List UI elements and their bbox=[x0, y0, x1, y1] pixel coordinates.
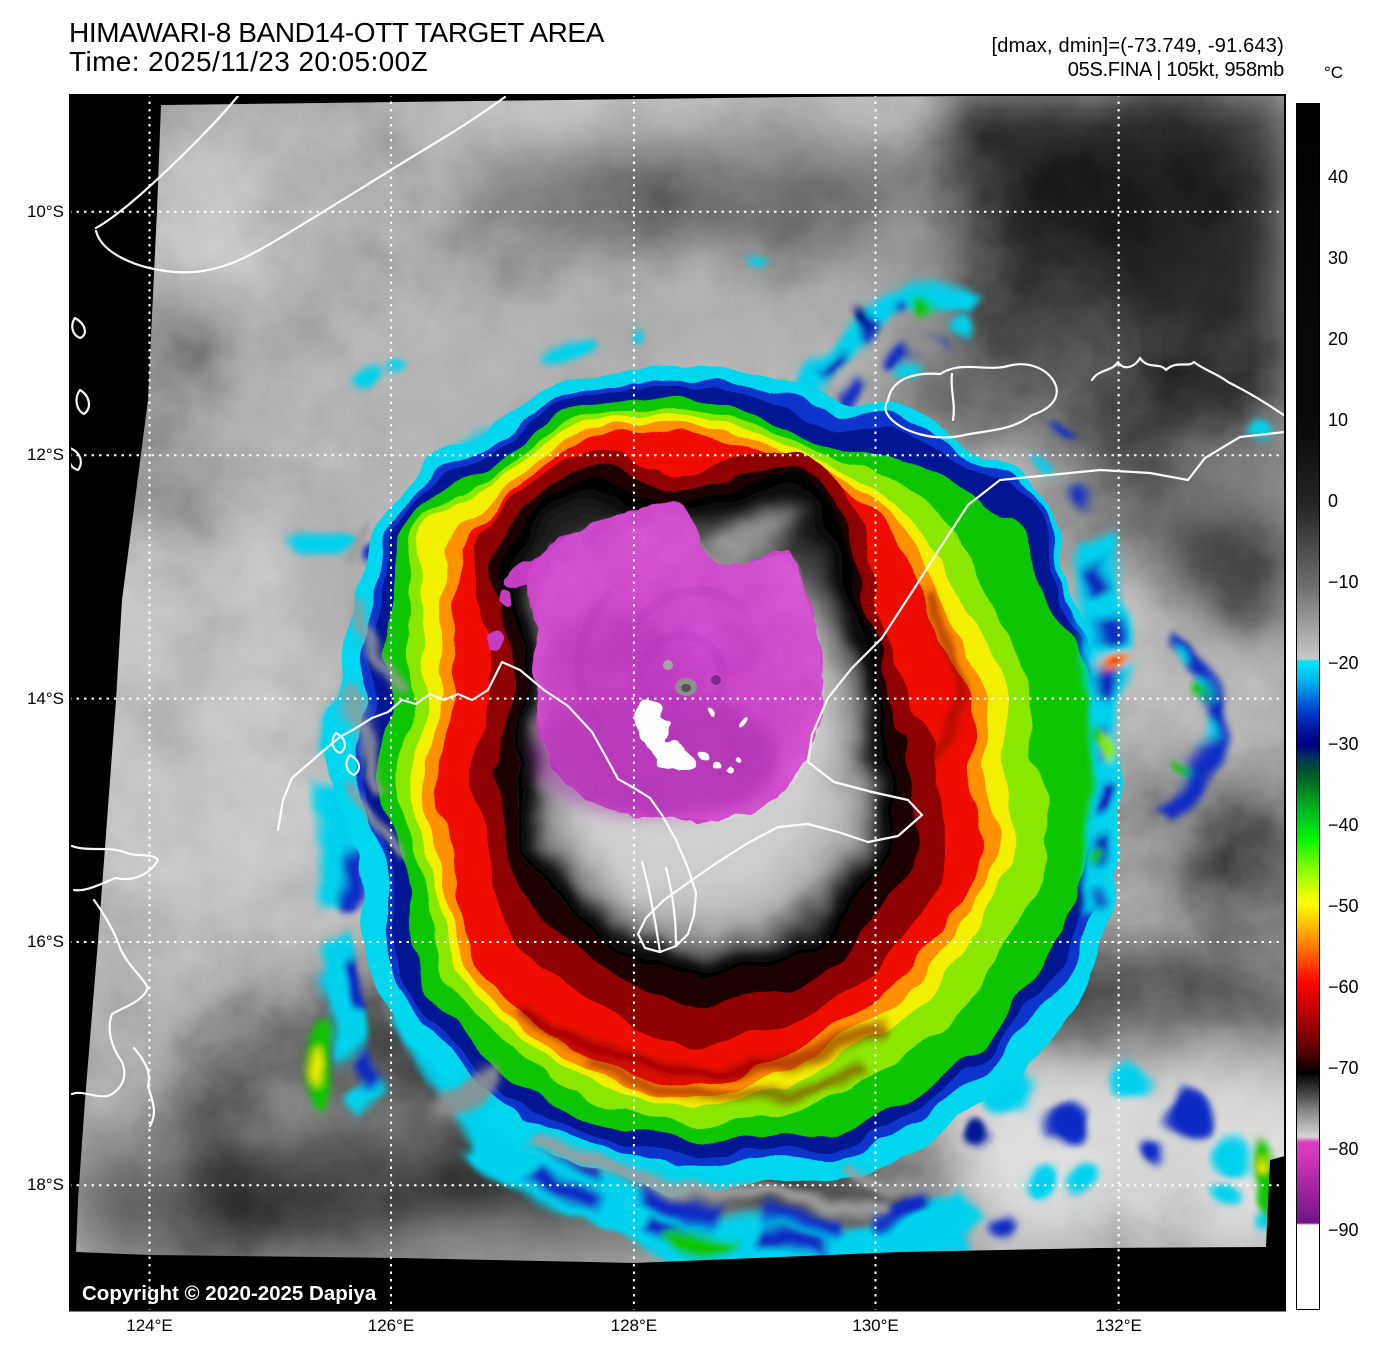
svg-text:Copyright © 2020-2025 Dapiya: Copyright © 2020-2025 Dapiya bbox=[82, 1282, 377, 1305]
